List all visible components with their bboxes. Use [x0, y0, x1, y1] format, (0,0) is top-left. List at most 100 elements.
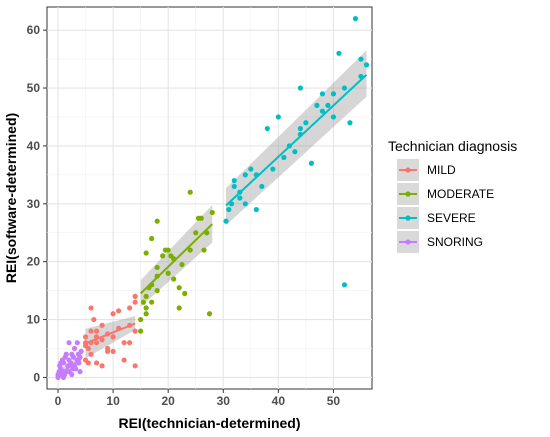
data-point-moderate [187, 189, 193, 195]
data-point-severe [242, 201, 248, 207]
y-tick-label: 30 [27, 197, 41, 211]
data-point-moderate [206, 311, 213, 317]
data-point-snoring [68, 360, 74, 366]
data-point-severe [330, 114, 337, 120]
data-point-severe [228, 201, 235, 207]
data-point-moderate [149, 299, 155, 305]
data-point-severe [286, 143, 292, 149]
data-point-mild [93, 334, 100, 340]
y-tick-label: 50 [27, 81, 41, 95]
legend-title: Technician diagnosis [388, 138, 517, 154]
x-tick-label: 40 [272, 394, 286, 408]
data-point-severe [319, 108, 326, 114]
legend: Technician diagnosis MILD MODERATE SEVERE S… [388, 138, 517, 253]
data-point-severe [297, 131, 303, 137]
y-tick-label: 40 [27, 139, 41, 153]
data-point-moderate [154, 264, 160, 271]
x-tick-label: 20 [162, 394, 176, 408]
data-point-mild [110, 348, 116, 354]
data-point-severe [253, 172, 259, 178]
data-point-moderate [171, 256, 177, 262]
legend-key-point [405, 215, 411, 221]
y-tick-label: 0 [33, 370, 40, 384]
data-point-moderate [165, 247, 171, 253]
data-point-severe [347, 120, 353, 126]
data-point-mild [93, 340, 100, 346]
data-point-mild [88, 305, 94, 311]
data-point-severe [341, 85, 348, 91]
data-point-moderate [201, 247, 207, 253]
data-point-severe [314, 102, 320, 108]
data-point-mild [91, 316, 97, 323]
data-point-mild [88, 328, 94, 334]
data-point-mild [99, 363, 105, 369]
data-point-mild [132, 363, 138, 369]
data-point-severe [358, 56, 364, 62]
data-point-moderate [138, 316, 144, 323]
data-point-severe [248, 166, 254, 172]
legend-label-snoring: SNORING [427, 235, 483, 249]
y-tick-label: 20 [27, 255, 41, 269]
data-point-severe [223, 218, 229, 224]
data-point-severe [231, 183, 237, 190]
legend-key-point [405, 239, 411, 245]
data-point-severe [259, 183, 265, 190]
data-point-moderate [171, 276, 177, 282]
data-point-mild [82, 334, 89, 340]
data-point-mild [127, 340, 133, 346]
data-point-mild [121, 340, 127, 346]
data-point-severe [308, 160, 315, 166]
data-point-moderate [179, 261, 185, 268]
data-point-moderate [143, 250, 149, 256]
data-point-snoring [66, 340, 72, 346]
data-points [55, 15, 370, 381]
data-point-mild [116, 308, 122, 314]
data-point-mild [104, 345, 111, 352]
data-point-severe [303, 120, 309, 126]
data-point-severe [226, 206, 232, 213]
data-point-severe [325, 102, 331, 108]
data-point-snoring [69, 371, 75, 378]
legend-label-moderate: MODERATE [427, 187, 494, 201]
data-point-severe [281, 154, 287, 161]
data-point-severe [237, 189, 243, 195]
legend-key-point [405, 167, 411, 173]
data-point-moderate [209, 209, 215, 216]
data-point-snoring [74, 340, 80, 346]
data-point-mild [116, 325, 122, 331]
data-point-snoring [71, 345, 78, 352]
data-point-severe [341, 282, 348, 288]
data-point-moderate [154, 218, 160, 224]
data-point-severe [270, 166, 276, 172]
data-point-severe [231, 178, 237, 184]
data-point-mild [132, 328, 138, 334]
data-point-severe [275, 114, 281, 120]
data-point-snoring [58, 360, 64, 366]
data-point-mild [88, 351, 94, 357]
data-point-snoring [70, 366, 76, 372]
data-point-severe [336, 50, 342, 56]
data-point-mild [110, 334, 116, 340]
data-point-severe [253, 206, 259, 213]
data-point-severe [237, 195, 243, 201]
fit-line-severe [225, 73, 368, 207]
data-point-moderate [160, 253, 166, 259]
data-point-moderate [182, 290, 188, 297]
x-axis-title: REI(technician-determined) [118, 415, 300, 431]
data-point-mild [99, 337, 105, 343]
x-tick-label: 10 [106, 394, 120, 408]
fit-line-mild [85, 322, 136, 345]
data-point-moderate [149, 235, 155, 242]
data-point-severe [297, 125, 303, 132]
data-point-mild [110, 311, 116, 317]
data-point-moderate [140, 299, 146, 305]
y-tick-label: 10 [27, 313, 41, 327]
data-point-snoring [62, 354, 68, 360]
y-axis-title: REI(software-determined) [3, 113, 19, 283]
data-point-mild [99, 322, 105, 328]
data-point-moderate [143, 305, 149, 311]
data-point-moderate [204, 230, 210, 236]
data-point-mild [93, 328, 100, 334]
